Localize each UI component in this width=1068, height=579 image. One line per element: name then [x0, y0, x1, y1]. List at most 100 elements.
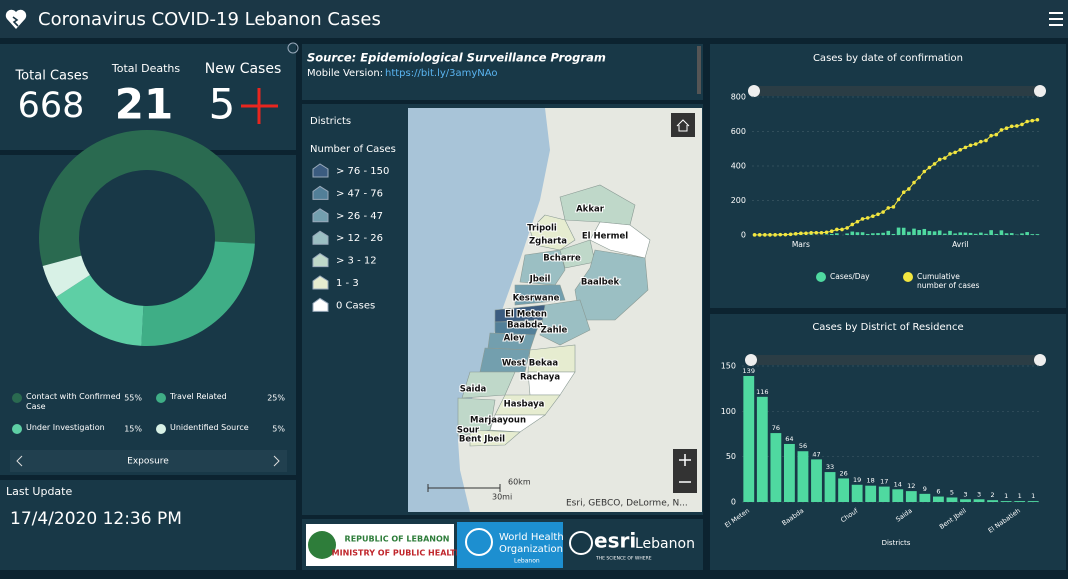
bar — [1014, 501, 1025, 502]
who-text: Organization — [499, 544, 563, 555]
bar — [838, 478, 849, 502]
district-label: Saida — [460, 385, 487, 395]
point — [866, 216, 870, 220]
district-label: Rachaya — [520, 373, 560, 383]
bar — [835, 233, 839, 235]
point — [1030, 119, 1034, 123]
value-label: 56 — [799, 442, 807, 450]
range-slider[interactable] — [750, 355, 1041, 365]
legend-label-box: Under Investigation — [26, 423, 126, 447]
moph-text: MINISTRY OF PUBLIC HEALTH — [332, 549, 463, 558]
moph-text: REPUBLIC OF LEBANON — [345, 535, 450, 544]
bar — [989, 230, 993, 235]
point — [917, 176, 921, 180]
point — [778, 233, 782, 237]
update-value: 17/4/2020 12:36 PM — [10, 509, 182, 529]
bar — [850, 232, 854, 235]
value-label: 64 — [785, 435, 793, 443]
legend-label: Contact with Confirmed Case — [26, 392, 126, 412]
district-label: West Bekaa — [502, 359, 559, 369]
bar — [969, 233, 973, 235]
point — [825, 230, 829, 234]
legend-value: 25% — [267, 394, 285, 403]
bar — [784, 444, 795, 502]
scrollbar — [697, 46, 701, 94]
legend-value: 55% — [124, 394, 142, 403]
slider-handle[interactable] — [1034, 85, 1046, 97]
value-label: 5 — [950, 488, 954, 496]
point — [902, 190, 906, 194]
legend-value: 15% — [124, 425, 142, 434]
point — [979, 140, 983, 144]
value-label: 17 — [880, 478, 888, 486]
point — [820, 231, 824, 235]
legend-dot — [12, 393, 22, 403]
y-tick-label: 200 — [731, 196, 746, 205]
bar — [861, 232, 865, 235]
bar — [958, 232, 962, 235]
legend-dot — [816, 272, 826, 282]
district-label: Zahle — [541, 326, 568, 336]
bar — [1020, 233, 1024, 235]
map[interactable]: Akkar Tripoli Zgharta El Hermel Bcharre … — [408, 108, 702, 512]
value-label: 1 — [1031, 492, 1035, 500]
bar — [830, 234, 834, 235]
point — [876, 213, 880, 217]
point — [1010, 125, 1014, 129]
legend-value: 5% — [272, 425, 285, 434]
point — [892, 205, 896, 209]
bar — [809, 234, 813, 235]
range-slider[interactable] — [752, 86, 1041, 96]
legend-dot — [156, 393, 166, 403]
bar — [879, 487, 890, 502]
slider-handle[interactable] — [1034, 354, 1046, 366]
bar — [994, 234, 998, 235]
bar — [892, 489, 903, 502]
bar — [865, 486, 876, 502]
esri-text: THE SCIENCE OF WHERE — [595, 556, 652, 562]
point — [886, 206, 890, 210]
slider-handle[interactable] — [745, 354, 757, 366]
legend-dot — [156, 424, 166, 434]
map-legend-subtitle: Number of Cases — [310, 144, 396, 155]
value-label: 3 — [977, 490, 981, 498]
legend-label-box: Contact with Confirmed Case — [26, 392, 126, 416]
point — [1005, 126, 1009, 130]
point — [928, 166, 932, 170]
district-label: Baalbek — [581, 278, 620, 288]
value-label: 18 — [867, 477, 875, 485]
y-tick-label: 600 — [731, 127, 746, 136]
value-label: 3 — [963, 490, 967, 498]
district-label: Kesrwane — [513, 294, 560, 304]
point — [804, 231, 808, 235]
district-label: El Hermel — [582, 232, 628, 242]
point — [994, 133, 998, 137]
bar — [897, 228, 901, 235]
point — [871, 214, 875, 218]
home-button[interactable] — [671, 113, 695, 137]
value-label: 47 — [812, 450, 820, 458]
mobile-link[interactable]: https://bit.ly/3amyNAo — [385, 68, 498, 79]
kpi-label: Total Cases — [14, 69, 88, 84]
x-tick-label: Avril — [952, 240, 968, 249]
district-label: Zgharta — [529, 237, 567, 247]
esri-text: Lebanon — [635, 536, 695, 552]
district-label: Tripoli — [527, 224, 557, 234]
point — [773, 233, 777, 237]
legend-label-box: Cumulative number of cases — [917, 272, 987, 296]
update-label: Last Update — [6, 485, 72, 498]
slider-handle[interactable] — [748, 85, 760, 97]
point — [1015, 124, 1019, 128]
y-tick-label: 400 — [731, 162, 746, 171]
kpi-value: 668 — [18, 86, 85, 126]
value-label: 76 — [772, 424, 780, 432]
point — [840, 228, 844, 232]
bar — [825, 472, 836, 502]
point — [1000, 128, 1004, 132]
point — [964, 146, 968, 150]
district-label: Bent Jbeil — [459, 435, 505, 445]
point — [1036, 118, 1040, 122]
point — [830, 229, 834, 233]
